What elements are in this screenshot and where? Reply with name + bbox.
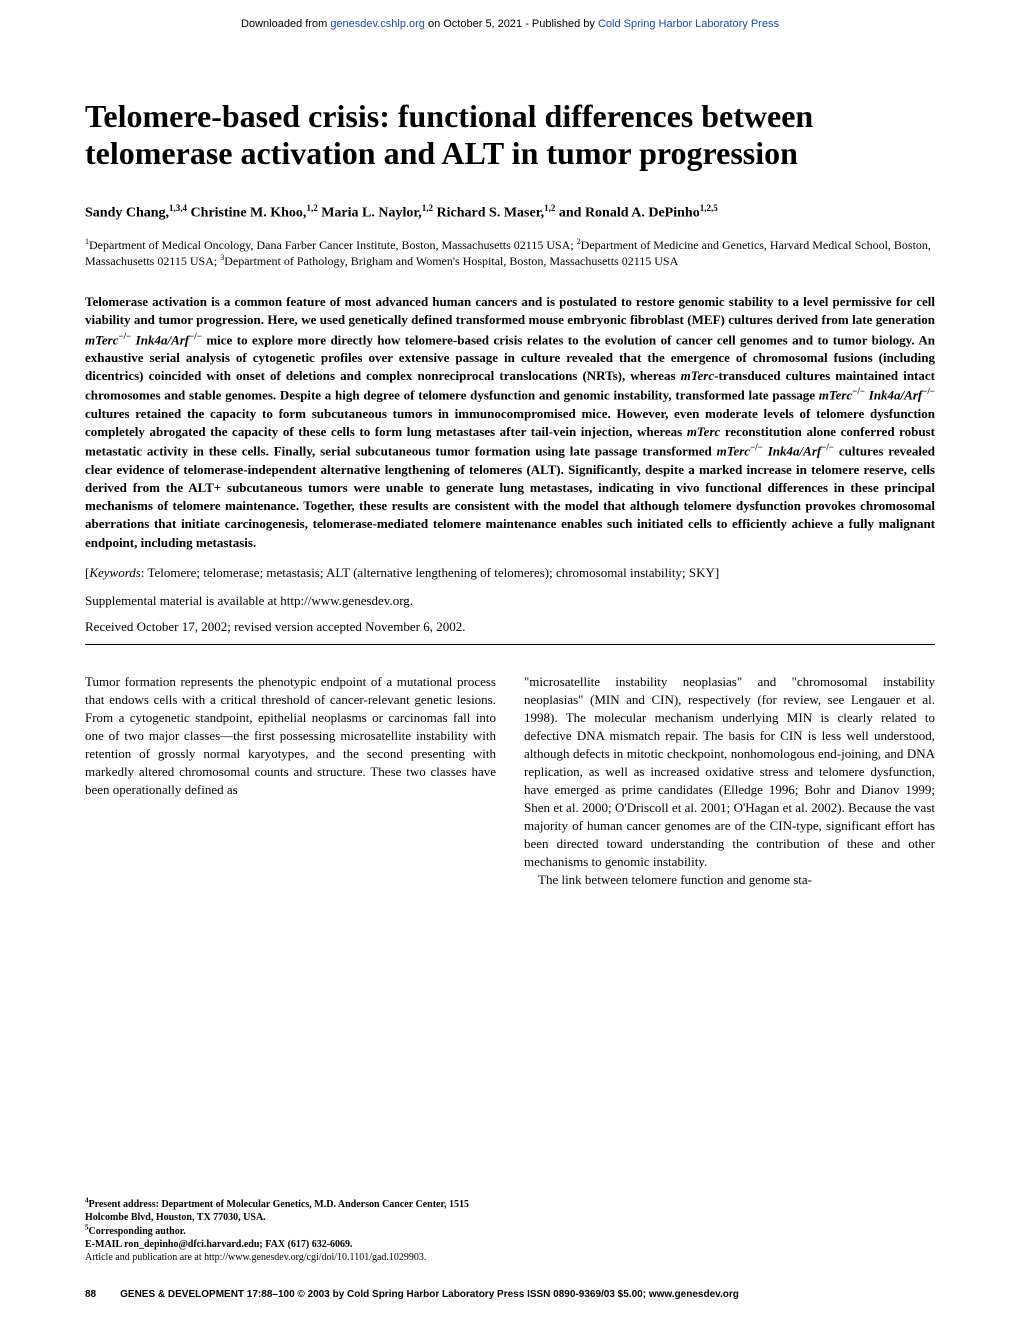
page-content: Telomere-based crisis: functional differ… [0, 38, 1020, 889]
body-column-right: "microsatellite instability neoplasias" … [524, 673, 935, 888]
body-text: Tumor formation represents the phenotypi… [85, 673, 935, 888]
body-paragraph: Tumor formation represents the phenotypi… [85, 673, 496, 799]
keywords: [Keywords: Telomere; telomerase; metasta… [85, 564, 935, 582]
download-header: Downloaded from genesdev.cshlp.org on Oc… [0, 0, 1020, 38]
page-footer: 88 GENES & DEVELOPMENT 17:88–100 © 2003 b… [85, 1289, 935, 1300]
body-paragraph: The link between telomere function and g… [524, 871, 935, 889]
supplemental-note: Supplemental material is available at ht… [85, 592, 935, 610]
abstract: Telomerase activation is a common featur… [85, 293, 935, 552]
received-dates: Received October 17, 2002; revised versi… [85, 618, 935, 636]
body-paragraph: "microsatellite instability neoplasias" … [524, 673, 935, 870]
affiliations: 1Department of Medical Oncology, Dana Fa… [85, 237, 935, 269]
header-prefix: Downloaded from [241, 18, 330, 30]
authors-line: Sandy Chang,1,3,4 Christine M. Khoo,1,2 … [85, 202, 935, 223]
header-link-publisher[interactable]: Cold Spring Harbor Laboratory Press [598, 18, 779, 30]
body-column-left: Tumor formation represents the phenotypi… [85, 673, 496, 888]
footnotes: 4Present address: Department of Molecula… [85, 1196, 480, 1264]
header-link-source[interactable]: genesdev.cshlp.org [330, 18, 425, 30]
section-divider [85, 644, 935, 645]
footer-citation: GENES & DEVELOPMENT 17:88–100 © 2003 by … [120, 1289, 739, 1300]
header-middle: on October 5, 2021 - Published by [425, 18, 598, 30]
page-number: 88 [85, 1289, 96, 1300]
article-title: Telomere-based crisis: functional differ… [85, 98, 935, 172]
